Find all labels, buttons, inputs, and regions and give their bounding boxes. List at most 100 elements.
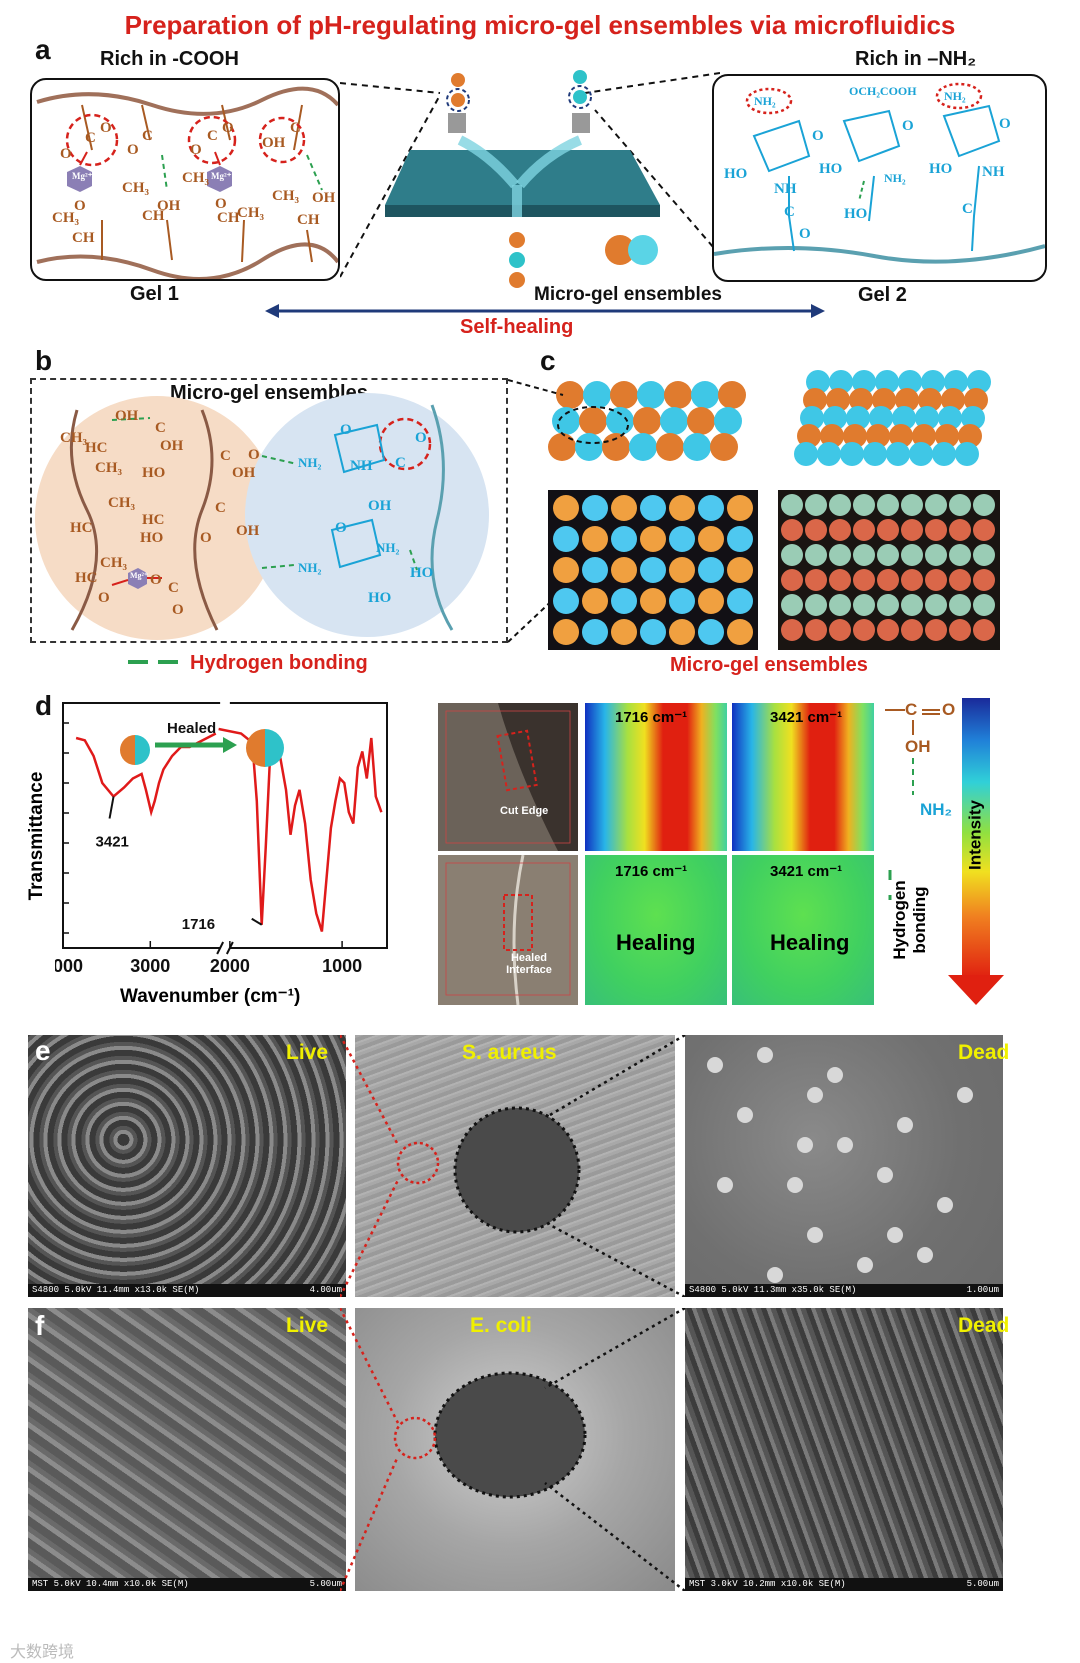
- gel-bead: [886, 442, 910, 466]
- gel-bead: [866, 424, 890, 448]
- oh-label: OH: [115, 408, 139, 424]
- oh-label: OH: [236, 523, 260, 539]
- gel-bead-photo: [901, 594, 923, 616]
- healing-label-1: Healing: [616, 930, 696, 955]
- organism-label-f: E. coli: [470, 1314, 532, 1337]
- gel-bead-photo: [925, 594, 947, 616]
- panel-c-caption: Micro-gel ensembles: [670, 654, 868, 676]
- oxygen-label: O: [172, 602, 184, 618]
- dead-label-e: Dead: [958, 1041, 1010, 1064]
- microgel-half-cyan: [135, 735, 150, 765]
- annotation-arrow: [251, 917, 263, 926]
- gel-bead-photo: [727, 495, 753, 521]
- gel2-box: NH₂ NH₂ NH₂ OCH₂COOH HO HO HO HO NH NH O…: [712, 74, 1047, 282]
- mg-label-2: Mg²⁺: [211, 171, 232, 181]
- gel-bead-photo: [727, 588, 753, 614]
- gel-bead-photo: [669, 588, 695, 614]
- carbon-label: C: [215, 500, 226, 516]
- gel-bead: [629, 433, 657, 461]
- carbon-label: C: [220, 448, 231, 464]
- gel-bead-photo: [949, 619, 971, 641]
- zoom-lines-e: [340, 1035, 686, 1297]
- gel-bead-photo: [853, 569, 875, 591]
- oh-label: OH: [232, 465, 256, 481]
- ho-label: HO: [410, 565, 434, 581]
- oxygen-label: O: [812, 128, 824, 144]
- gel-bead-photo: [949, 494, 971, 516]
- gel-bead: [909, 442, 933, 466]
- oxygen-label: O: [335, 520, 347, 536]
- ch3-label: CH₃: [95, 460, 122, 476]
- panel-b-frame: [30, 378, 508, 643]
- sem-saureus-live: [28, 1035, 346, 1297]
- ftir-ylabel-wrap: Transmittance: [22, 770, 52, 910]
- gel-bead-photo: [669, 619, 695, 645]
- bacterium: [767, 1267, 783, 1283]
- microgel-photo-checker: [548, 490, 758, 650]
- gel-bead: [610, 381, 638, 409]
- gel-bead-photo: [925, 569, 947, 591]
- gel-bead-photo: [805, 594, 827, 616]
- healed-gel-orange: [246, 729, 265, 767]
- gel-bead-photo: [829, 544, 851, 566]
- gel-bead-photo: [925, 494, 947, 516]
- gel-bead: [687, 407, 715, 435]
- gel-bead-photo: [640, 495, 666, 521]
- ho-label: HO: [819, 161, 843, 177]
- gel-bead-photo: [877, 494, 899, 516]
- gel2-label: Gel 2: [858, 284, 907, 306]
- gel-bead-photo: [553, 557, 579, 583]
- chem-o: O: [942, 700, 956, 719]
- figure-title: Preparation of pH-regulating micro-gel e…: [124, 10, 956, 40]
- gel1-network: [36, 86, 340, 281]
- healed-label-line2: Interface: [506, 964, 552, 976]
- gel-bead-photo: [877, 594, 899, 616]
- oxygen-label: O: [248, 447, 260, 463]
- ho-label: HO: [140, 530, 164, 546]
- carbon-label: C: [962, 201, 973, 217]
- ch-label: CH: [217, 210, 240, 226]
- intensity-colorbar: [962, 698, 990, 978]
- gel-bead: [664, 381, 692, 409]
- gel-bead: [794, 442, 818, 466]
- gel-bead-photo: [582, 495, 608, 521]
- gel-bead: [806, 370, 830, 394]
- organism-label-e: S. aureus: [462, 1041, 557, 1064]
- sem-saureus-dead: [685, 1035, 1003, 1297]
- gel-bead-photo: [582, 557, 608, 583]
- gel-bead-photo: [640, 526, 666, 552]
- oh-label: OH: [262, 135, 286, 151]
- gel-bead-photo: [781, 594, 803, 616]
- carbon-label: C: [207, 128, 218, 144]
- gel-bead-photo: [853, 544, 875, 566]
- map-header-3421: 3421 cm⁻¹: [770, 709, 843, 726]
- hbond-legend-label: Hydrogen bonding: [190, 652, 368, 674]
- gel-bead-photo: [698, 588, 724, 614]
- nh-label: NH: [774, 181, 797, 197]
- gel-bead: [869, 406, 893, 430]
- gel-bead-photo: [973, 619, 995, 641]
- healed-label-line1: Healed: [510, 952, 548, 964]
- sem-ecoli-live: [28, 1308, 346, 1591]
- ftir-ylabel: Transmittance: [26, 771, 47, 901]
- gel-bead: [898, 370, 922, 394]
- gel-bead-photo: [901, 519, 923, 541]
- cut-edge-micrograph: [438, 703, 578, 851]
- panel-label-d: d: [35, 690, 53, 721]
- ftir-chart: 4000 3000 2000 1000 3421 1716 Healed: [55, 700, 388, 976]
- intensity-label-wrap: Intensity: [935, 790, 1015, 880]
- gel-bead: [921, 370, 945, 394]
- watermark: 大数跨境: [10, 1644, 75, 1661]
- x-tick-label: 1000: [322, 956, 362, 976]
- gel-bead-photo: [727, 557, 753, 583]
- gel-bead-photo: [877, 544, 899, 566]
- map-header-1716-healed: 1716 cm⁻¹: [615, 863, 688, 880]
- gel-bead-photo: [973, 519, 995, 541]
- ch-label: CH: [142, 208, 165, 224]
- raman-map-1716-healed: [585, 855, 727, 1005]
- x-tick-label: 4000: [55, 956, 83, 976]
- gel-bead-photo: [805, 494, 827, 516]
- oxygen-label: O: [60, 146, 72, 162]
- gel-bead-photo: [829, 494, 851, 516]
- ch-label: CH: [72, 230, 95, 246]
